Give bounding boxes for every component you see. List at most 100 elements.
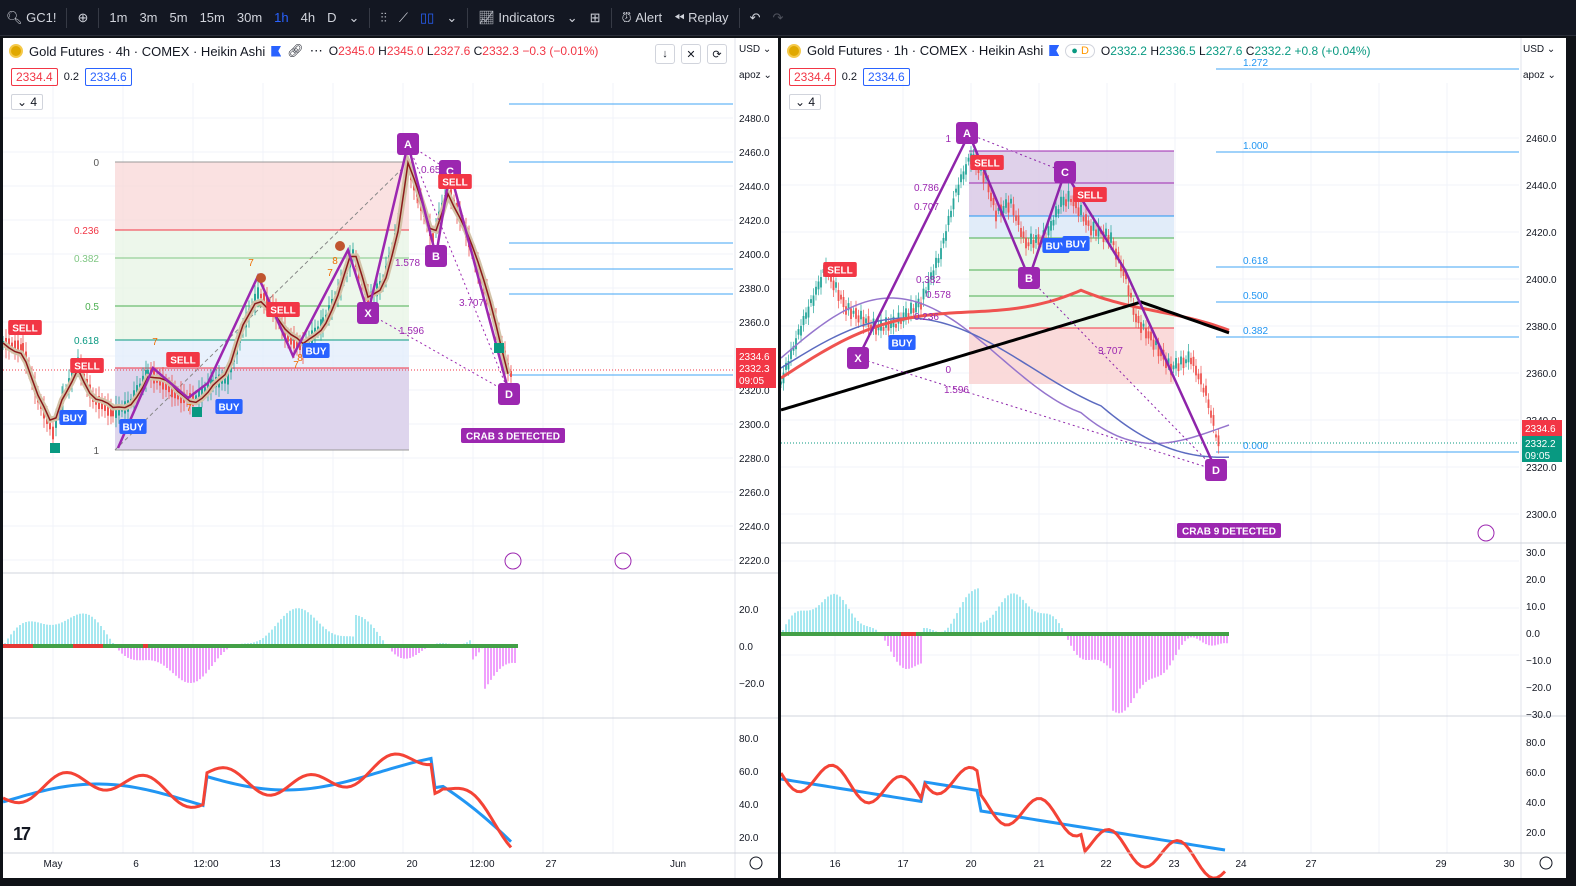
candle [835,282,837,288]
chart-style-dropdown[interactable]: ⌄ [440,0,463,36]
buy-button[interactable]: 2334.6 [85,68,132,86]
link-icon[interactable]: 🔗︎ [287,43,304,58]
symbol-label: GC1! [26,10,57,25]
sell-signal-bg [438,174,472,189]
rsi-signal-line [781,777,1226,852]
interval-d[interactable]: D [327,10,337,25]
price-axis-bg [735,38,778,878]
chart-canvas-right[interactable]: 1.2721.0000.6180.5000.3820.000ABCXD10.65… [781,38,1566,878]
candle [982,171,985,183]
fib-level-label: 3.707 [1098,346,1123,357]
rsi-tick: 20.0 [1526,828,1546,839]
redo-button[interactable]: ↷ [766,0,789,36]
candle [1057,209,1060,214]
indicators-dropdown[interactable]: ⌄ [561,0,584,36]
more-icon[interactable]: ⋯ [309,43,323,58]
arrow-down-icon[interactable]: ↓ [655,44,675,64]
chart-title[interactable]: Gold Futures · 1h · COMEX · Heikin Ashi [807,43,1044,58]
interval-1h[interactable]: 1h [274,10,289,25]
pattern-point-x-bg [847,347,869,369]
candle [257,287,259,299]
osc-tick: 30.0 [1526,548,1546,559]
flag-icon[interactable] [271,45,282,57]
goto-realtime-icon [1477,524,1495,542]
candle [1032,239,1035,248]
interval-3m[interactable]: 3m [139,10,158,25]
symbol-search[interactable]: 🔍︎ GC1! [0,0,62,36]
settings-icon [1539,856,1553,870]
interval-30m[interactable]: 30m [236,10,263,25]
pattern-point-d: D [505,389,513,401]
candle [1082,216,1085,222]
currency-selector[interactable]: USD ⌄ [1523,44,1556,55]
candle [254,293,256,307]
buy-button[interactable]: 2334.6 [863,68,910,86]
indicators-collapse-button[interactable]: ⌄ 4 [789,94,822,110]
candle-style-button[interactable]: ▯▯ [414,0,440,36]
chart-style-button[interactable]: ⟋ [393,0,414,36]
candle [962,171,965,180]
indicators-collapse-button[interactable]: ⌄ 4 [11,94,44,110]
last-price-tag [736,348,776,388]
scale-selector[interactable]: apoz ⌄ [739,70,772,81]
candle [1200,373,1202,385]
time-tick: 20 [965,859,977,870]
buy-signal: BUY [122,423,143,434]
templates-button[interactable]: ⊞ [584,0,607,36]
check-icon [192,407,202,417]
candle [263,293,265,305]
alert-icon: ⏰︎ [621,9,632,25]
pattern-point-b: B [1025,273,1033,285]
sync-icon[interactable]: ⟳ [707,44,727,64]
indicators-label: Indicators [498,10,555,25]
fib-zone [115,230,409,258]
count-label: 7 [152,337,158,348]
close-icon[interactable]: ✕ [681,44,701,64]
top-toolbar: 🔍︎ GC1! ⊕ 1m 3m 5m 15m 30m 1h 4h D ⌄ ⫶⫶ … [0,0,1576,36]
interval-4h[interactable]: 4h [300,10,316,25]
candle [1205,385,1207,396]
interval-15m[interactable]: 15m [199,10,225,25]
candle [890,320,892,329]
price-tick: 2360.0 [739,318,770,329]
scale-selector[interactable]: apoz ⌄ [1523,70,1556,81]
candle [910,302,912,314]
bar-style-button[interactable]: ⫶⫶ [374,0,393,36]
candle [1092,221,1095,231]
sell-button[interactable]: 2334.4 [789,68,836,86]
candle [49,422,51,430]
candle [1132,304,1135,315]
interval-1m[interactable]: 1m [109,10,128,25]
chart-pane-left[interactable]: 00.2360.3820.50.6180.7071ABCXD0.651.5783… [3,38,778,878]
osc-tick: 20.0 [739,605,759,616]
fib-level-label: 0.382 [916,275,941,286]
chart-canvas-left[interactable]: 00.2360.3820.50.6180.7071ABCXD0.651.5783… [3,38,778,878]
compare-button[interactable]: ⊕ [71,0,94,36]
candle [837,289,840,301]
sell-signal: SELL [974,159,1000,170]
undo-button[interactable]: ↶ [744,0,767,36]
indicators-button[interactable]: 📈︎ Indicators [472,0,561,36]
rsi-tick: 60.0 [1526,768,1546,779]
interval-5m[interactable]: 5m [169,10,188,25]
rsi-tick: 40.0 [739,800,759,811]
pattern-detected-label-bg [1177,523,1281,538]
replay-button[interactable]: ⏪︎ Replay [668,0,735,36]
sell-button[interactable]: 2334.4 [11,68,58,86]
candle [915,302,917,313]
chart-title[interactable]: Gold Futures · 4h · COMEX · Heikin Ashi [29,43,266,59]
candle [830,272,832,282]
sell-signal: SELL [1077,191,1103,202]
candle [1010,198,1012,204]
candle [810,299,812,303]
alert-button[interactable]: ⏰︎ Alert [616,0,669,36]
currency-selector[interactable]: USD ⌄ [739,44,772,55]
candle [887,322,890,331]
exit-marker [256,273,266,283]
buy-signal-bg [119,419,147,434]
interval-dropdown[interactable]: ⌄ [343,0,366,36]
pattern-point-x: X [364,308,372,320]
chart-pane-right[interactable]: 1.2721.0000.6180.5000.3820.000ABCXD10.65… [781,38,1566,878]
line-style-icon: ⟋ [398,9,409,25]
flag-icon[interactable] [1049,45,1060,56]
